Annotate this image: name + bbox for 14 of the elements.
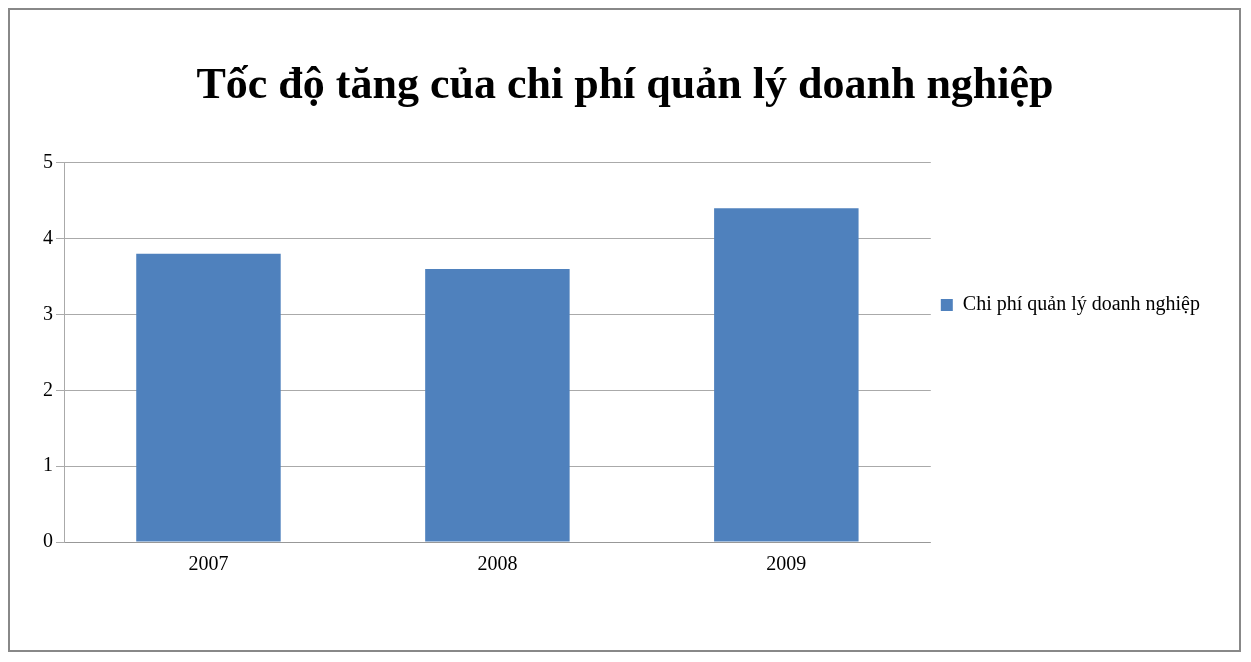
y-tick-label: 5 (43, 150, 53, 173)
bar (714, 208, 859, 542)
y-tick-label: 2 (43, 377, 53, 400)
bar (136, 253, 281, 542)
bar (425, 268, 570, 542)
y-tick-label: 3 (43, 301, 53, 324)
chart-title: Tốc độ tăng của chi phí quản lý doanh nghiệp (196, 58, 1054, 108)
x-tick-label: 2009 (766, 552, 807, 575)
y-tick-label: 1 (43, 453, 53, 476)
y-tick-label: 0 (43, 529, 53, 552)
x-tick-label: 2008 (477, 552, 518, 575)
legend-label: Chi phí quản lý doanh nghiệp (962, 292, 1201, 316)
y-tick-label: 4 (43, 225, 53, 248)
x-tick-label: 2007 (188, 552, 229, 575)
